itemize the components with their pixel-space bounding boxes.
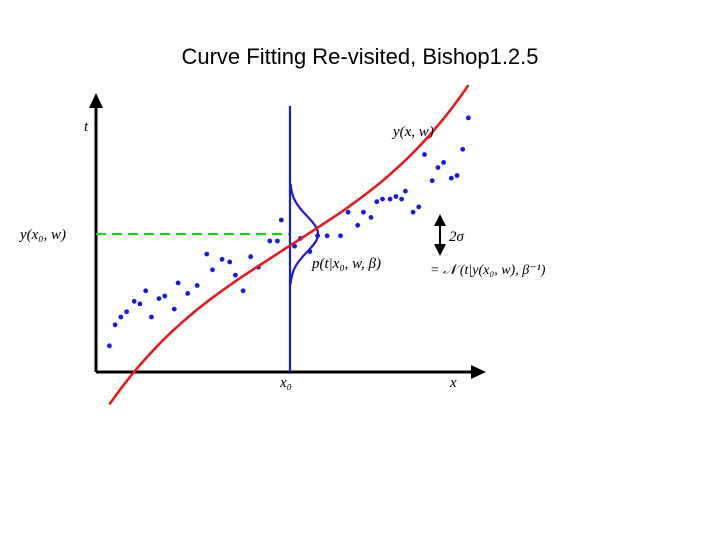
data-point [107,343,112,349]
t-axis-arrow-icon [89,93,103,108]
data-point [143,288,149,294]
data-point [267,238,273,244]
data-point [156,296,162,301]
data-point [210,267,215,273]
fitted-curve [108,84,470,406]
density-definition: = 𝒩 (t|y(x₀, w), β⁻¹) [430,263,546,278]
data-point [368,215,374,220]
data-point [149,314,154,320]
y-x0-w-label: y(x₀, w) [18,227,66,243]
data-point [275,238,280,244]
x-axis-arrow-icon [471,365,486,379]
data-point [466,115,471,121]
t-axis-label: t [84,119,89,135]
data-point [219,256,225,262]
data-point [315,233,320,239]
data-point [227,259,233,265]
x-axis-label: x [449,375,457,391]
x0-label: x₀ [279,375,292,391]
data-point [204,251,210,257]
data-point [292,243,297,249]
data-point [162,293,168,299]
data-point [175,280,181,286]
data-point [393,194,399,199]
data-point [118,314,124,320]
density-label: p(t|x₀, w, β) [311,256,381,272]
data-point [448,175,454,181]
curve-label: y(x, w) [391,124,434,140]
data-point [233,272,238,278]
data-point [240,288,246,294]
two-sigma-label: 2σ [449,229,465,245]
data-point [380,196,385,202]
data-point [194,283,200,288]
data-point [374,199,380,205]
data-point [338,233,343,239]
data-point [422,152,427,157]
data-point [131,298,137,304]
data-point [387,196,393,202]
data-point [460,146,466,152]
data-point [441,160,446,165]
data-point [171,306,177,312]
data-point [112,322,118,328]
data-point [435,165,441,171]
data-point [137,301,143,307]
data-point [403,188,408,194]
data-point [324,233,330,239]
data-point [248,254,254,260]
slide-title: Curve Fitting Re-visited, Bishop1.2.5 [181,44,539,69]
data-point [410,209,416,215]
data-point [454,173,460,178]
data-points [107,115,471,349]
data-point [185,291,191,296]
data-point [355,222,361,228]
sigma-arrow-down-icon [434,244,446,256]
data-point [416,204,422,210]
data-point [361,209,366,215]
data-point [124,309,129,315]
data-point [307,249,313,254]
data-point [345,209,351,215]
data-point [278,217,284,223]
sigma-arrow-up-icon [434,214,446,226]
data-point [399,196,404,202]
data-point [429,178,435,184]
